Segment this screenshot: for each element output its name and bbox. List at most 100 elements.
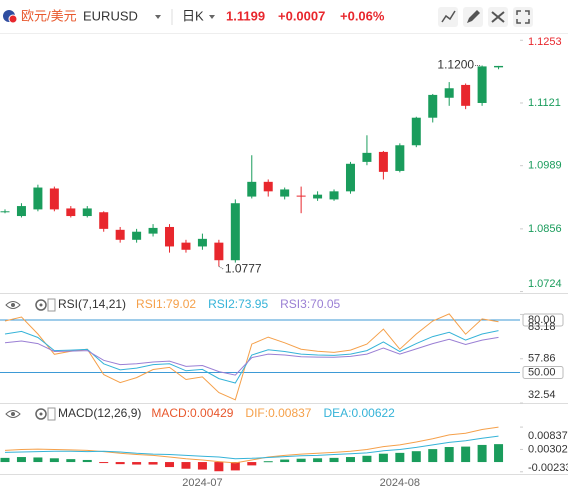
candle-body (197, 238, 207, 247)
low-leader (218, 265, 225, 270)
flag-icon (8, 14, 18, 24)
candle-body (82, 208, 92, 217)
pane-title: RSI(7,14,21) (58, 297, 126, 311)
indicator-line (4, 435, 499, 460)
indicator-line (4, 313, 499, 401)
y-tick-label: 1.1253 (528, 36, 562, 48)
candle-body (313, 194, 323, 199)
pane-title: MACD(12,26,9) (58, 406, 141, 420)
histogram-bar (345, 457, 355, 463)
dropdown-arrow[interactable] (155, 15, 161, 19)
histogram-bar (165, 462, 175, 468)
price: 1.1199 (226, 8, 265, 23)
histogram-bar (494, 444, 504, 463)
collapse-icon[interactable] (47, 298, 56, 312)
histogram-bar (82, 459, 92, 463)
change: +0.0007 (278, 8, 325, 23)
y-tick-label: 1.0856 (528, 223, 562, 235)
dropdown-arrow[interactable] (209, 15, 215, 19)
legend-entry: DIF:0.00837 (245, 406, 311, 420)
legend-entry: DEA:0.00622 (323, 406, 395, 420)
low-label: 1.0777 (225, 262, 262, 276)
histogram-bar (280, 459, 290, 463)
histogram-bar (329, 457, 339, 463)
histogram-bar (16, 457, 26, 463)
y-tick-label: 1.0989 (528, 160, 562, 172)
indicator-button[interactable] (438, 7, 458, 27)
indicator-line (4, 336, 499, 376)
candle-body (444, 88, 454, 98)
candle-body (345, 163, 355, 192)
histogram-bar (313, 458, 323, 463)
high-label: 1.1200 (437, 58, 474, 72)
header: 欧元/美元 EURUSD 日K 1.1199 +0.0007 +0.06% (3, 7, 533, 27)
candle-body (477, 66, 487, 103)
candle-body (181, 242, 191, 250)
candle-body (99, 212, 109, 229)
fullscreen-button[interactable] (513, 7, 533, 27)
histogram-bar (148, 462, 158, 465)
candle-body (411, 117, 421, 146)
candle-body (230, 203, 240, 261)
y-tick-label: -0.00233 (528, 462, 568, 474)
candle-body (132, 231, 142, 240)
histogram-bar (33, 457, 43, 463)
candle-body (33, 187, 43, 210)
candle-body (16, 206, 26, 217)
rsi-header: RSI(7,14,21) (5, 297, 126, 312)
legend-entry: RSI1:79.02 (136, 297, 196, 311)
candle-body (115, 229, 125, 240)
histogram-bar (263, 461, 273, 463)
histogram-bar (214, 462, 224, 472)
settings-icon[interactable] (35, 408, 47, 420)
histogram-bar (477, 444, 487, 463)
eye-icon[interactable] (5, 410, 21, 418)
histogram-bar (99, 462, 109, 464)
histogram-bar (0, 457, 10, 463)
histogram-bar (197, 462, 207, 470)
compare-button[interactable] (488, 7, 508, 27)
reference-label-box (522, 366, 564, 379)
y-tick-label: 1.0724 (528, 278, 562, 290)
reference-label-box (522, 313, 564, 327)
settings-icon[interactable] (35, 299, 47, 311)
histogram-bar (461, 446, 471, 463)
change-pct: +0.06% (340, 8, 385, 23)
y-tick-label: 83.18 (528, 321, 556, 333)
y-tick-label: 0.00837 (528, 430, 568, 442)
histogram-bar (444, 447, 454, 463)
histogram-bar (115, 462, 125, 465)
symbol-name: 欧元/美元 (21, 8, 77, 23)
candle-body (280, 189, 290, 197)
eye-icon[interactable] (5, 301, 21, 309)
candle-body (148, 227, 158, 234)
x-tick-label: 2024-08 (380, 477, 420, 489)
legend-entry: RSI2:73.95 (208, 297, 268, 311)
candle-body (214, 242, 224, 261)
histogram-bar (181, 462, 191, 469)
histogram-bar (378, 453, 388, 463)
histogram-bar (362, 455, 372, 463)
candle-body (0, 211, 10, 213)
histogram-bar (411, 451, 421, 463)
reference-label: 50.00 (528, 366, 556, 378)
histogram-bar (296, 458, 306, 463)
period[interactable]: 日K (182, 8, 204, 23)
indicator-line (4, 426, 499, 464)
candle-body (247, 181, 257, 197)
candle-body (296, 195, 306, 197)
histogram-bar (230, 462, 240, 471)
macd-header: MACD(12,26,9) (5, 406, 141, 421)
histogram-bar (428, 449, 438, 463)
symbol[interactable]: EURUSD (83, 8, 138, 23)
candle-body (165, 226, 175, 247)
candle-body (263, 181, 273, 192)
candle-body (428, 94, 438, 118)
draw-button[interactable] (463, 7, 483, 27)
histogram-bar (66, 459, 76, 463)
x-tick-label: 2024-07 (182, 477, 222, 489)
y-tick-label: 57.86 (528, 353, 556, 365)
indicator-line (4, 330, 499, 384)
collapse-icon[interactable] (47, 407, 56, 421)
